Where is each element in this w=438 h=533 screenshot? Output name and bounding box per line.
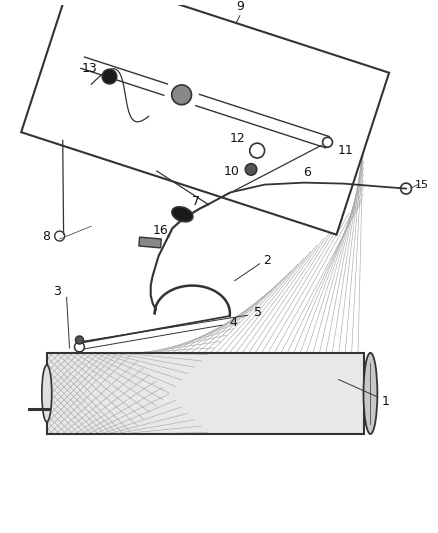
Text: 9: 9 (236, 1, 244, 13)
Circle shape (245, 164, 257, 175)
Text: 4: 4 (229, 316, 237, 329)
Text: 16: 16 (153, 224, 169, 237)
Polygon shape (21, 0, 389, 235)
Ellipse shape (172, 207, 193, 222)
Text: 10: 10 (223, 165, 239, 178)
Text: 6: 6 (303, 166, 311, 179)
Text: 7: 7 (192, 195, 200, 208)
Ellipse shape (364, 353, 378, 434)
Text: 2: 2 (264, 254, 272, 268)
Text: 15: 15 (415, 180, 429, 190)
Bar (139, 237, 161, 248)
FancyBboxPatch shape (47, 353, 364, 434)
Text: 5: 5 (254, 306, 261, 319)
Ellipse shape (42, 365, 52, 422)
Circle shape (75, 336, 83, 344)
Text: 11: 11 (337, 143, 353, 157)
Text: 8: 8 (42, 230, 50, 243)
Text: 1: 1 (381, 395, 389, 408)
Text: 3: 3 (53, 285, 60, 298)
Circle shape (102, 69, 117, 84)
Text: 13: 13 (82, 62, 98, 75)
Text: 12: 12 (230, 132, 245, 145)
Circle shape (172, 85, 191, 104)
